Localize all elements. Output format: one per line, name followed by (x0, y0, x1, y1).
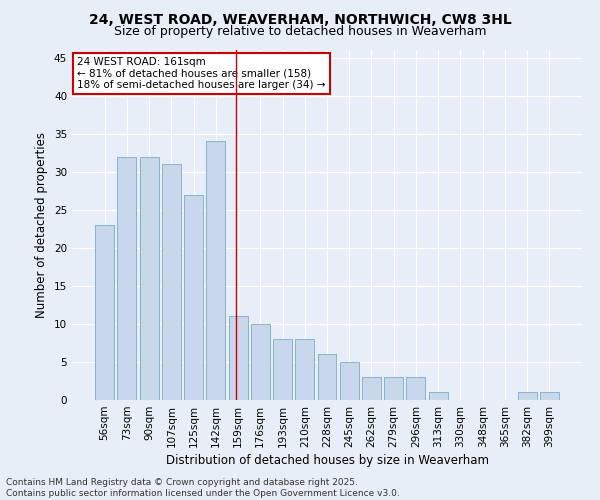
Text: 24 WEST ROAD: 161sqm
← 81% of detached houses are smaller (158)
18% of semi-deta: 24 WEST ROAD: 161sqm ← 81% of detached h… (77, 57, 326, 90)
Text: Contains HM Land Registry data © Crown copyright and database right 2025.
Contai: Contains HM Land Registry data © Crown c… (6, 478, 400, 498)
Bar (384, 377, 403, 400)
X-axis label: Distribution of detached houses by size in Weaverham: Distribution of detached houses by size … (166, 454, 488, 467)
Bar (251, 324, 270, 400)
Bar (540, 392, 559, 400)
Bar (362, 377, 381, 400)
Bar (95, 225, 114, 400)
Bar (162, 164, 181, 400)
Bar (429, 392, 448, 400)
Bar (140, 156, 158, 400)
Bar (273, 339, 292, 400)
Bar (206, 142, 225, 400)
Bar (118, 156, 136, 400)
Text: 24, WEST ROAD, WEAVERHAM, NORTHWICH, CW8 3HL: 24, WEST ROAD, WEAVERHAM, NORTHWICH, CW8… (89, 12, 511, 26)
Bar (518, 392, 536, 400)
Bar (340, 362, 359, 400)
Bar (229, 316, 248, 400)
Bar (184, 194, 203, 400)
Bar (317, 354, 337, 400)
Y-axis label: Number of detached properties: Number of detached properties (35, 132, 49, 318)
Bar (406, 377, 425, 400)
Bar (295, 339, 314, 400)
Text: Size of property relative to detached houses in Weaverham: Size of property relative to detached ho… (114, 25, 486, 38)
